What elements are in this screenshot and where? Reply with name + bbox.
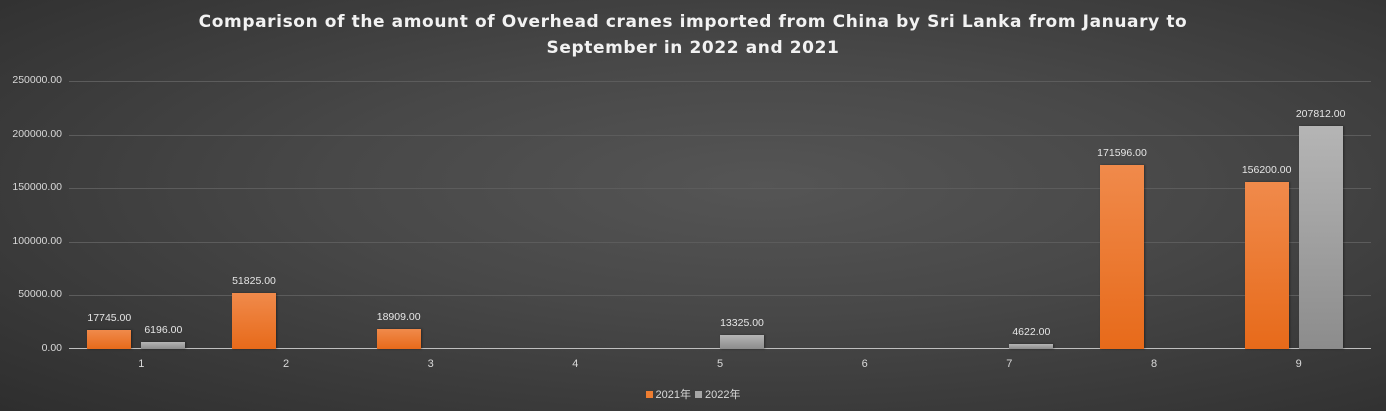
x-tick-label: 1 [138, 358, 145, 370]
chart-title: Comparison of the amount of Overhead cra… [0, 9, 1386, 61]
x-tick-label: 5 [716, 358, 724, 370]
bar-2021-1 [87, 329, 132, 349]
y-tick-label: 0.00 [41, 342, 62, 354]
x-tick-label: 8 [1150, 358, 1158, 370]
plot-area: 17745.00 6196.00 51825.00 18909.00 13325.00 4… [69, 81, 1371, 349]
data-label: 156200.00 [1241, 163, 1292, 176]
bar-2022-7 [1009, 344, 1054, 349]
bar-2021-3 [376, 328, 421, 349]
gridline [69, 134, 1371, 136]
gridline [69, 188, 1371, 190]
y-tick-label: 100000.00 [12, 234, 62, 247]
bar-2022-9 [1298, 126, 1343, 349]
data-label: 51825.00 [232, 275, 276, 288]
chart-title-line-2: September in 2022 and 2021 [546, 38, 840, 58]
bar-2021-2 [232, 293, 276, 349]
x-tick-label: 2 [282, 358, 290, 370]
x-tick-label: 9 [1295, 358, 1302, 370]
x-tick-label: 7 [1006, 358, 1013, 370]
data-label: 171596.00 [1097, 147, 1147, 160]
bar-2021-9 [1244, 181, 1289, 349]
x-tick-label: 6 [861, 358, 868, 370]
chart-title-line-1: Comparison of the amount of Overhead cra… [198, 12, 1188, 32]
x-tick-label: 3 [427, 358, 434, 370]
y-tick-label: 250000.00 [12, 74, 62, 86]
legend-swatch-icon [695, 390, 702, 398]
legend-swatch-icon [645, 390, 653, 398]
data-label: 17745.00 [87, 311, 132, 324]
data-label: 4622.00 [1012, 326, 1051, 339]
legend: 2021年 2022年 [0, 386, 1386, 402]
gridline [69, 295, 1371, 297]
legend-label: 2022年 [705, 389, 741, 401]
data-label: 207812.00 [1295, 108, 1346, 121]
x-tick-label: 4 [572, 358, 579, 370]
data-label: 6196.00 [144, 324, 183, 337]
legend-item-2021: 2021年 [645, 386, 691, 402]
bar-2021-8 [1100, 165, 1144, 349]
gridline [69, 241, 1371, 243]
data-label: 13325.00 [720, 316, 764, 329]
legend-label: 2021年 [655, 389, 691, 401]
data-label: 18909.00 [376, 310, 421, 323]
gridline [69, 81, 1371, 82]
y-tick-label: 50000.00 [18, 288, 62, 301]
legend-item-2022: 2022年 [695, 386, 740, 402]
bar-2022-1 [141, 342, 186, 349]
y-tick-label: 150000.00 [12, 181, 62, 194]
bar-2022-5 [720, 334, 764, 349]
y-tick-label: 200000.00 [12, 127, 62, 140]
